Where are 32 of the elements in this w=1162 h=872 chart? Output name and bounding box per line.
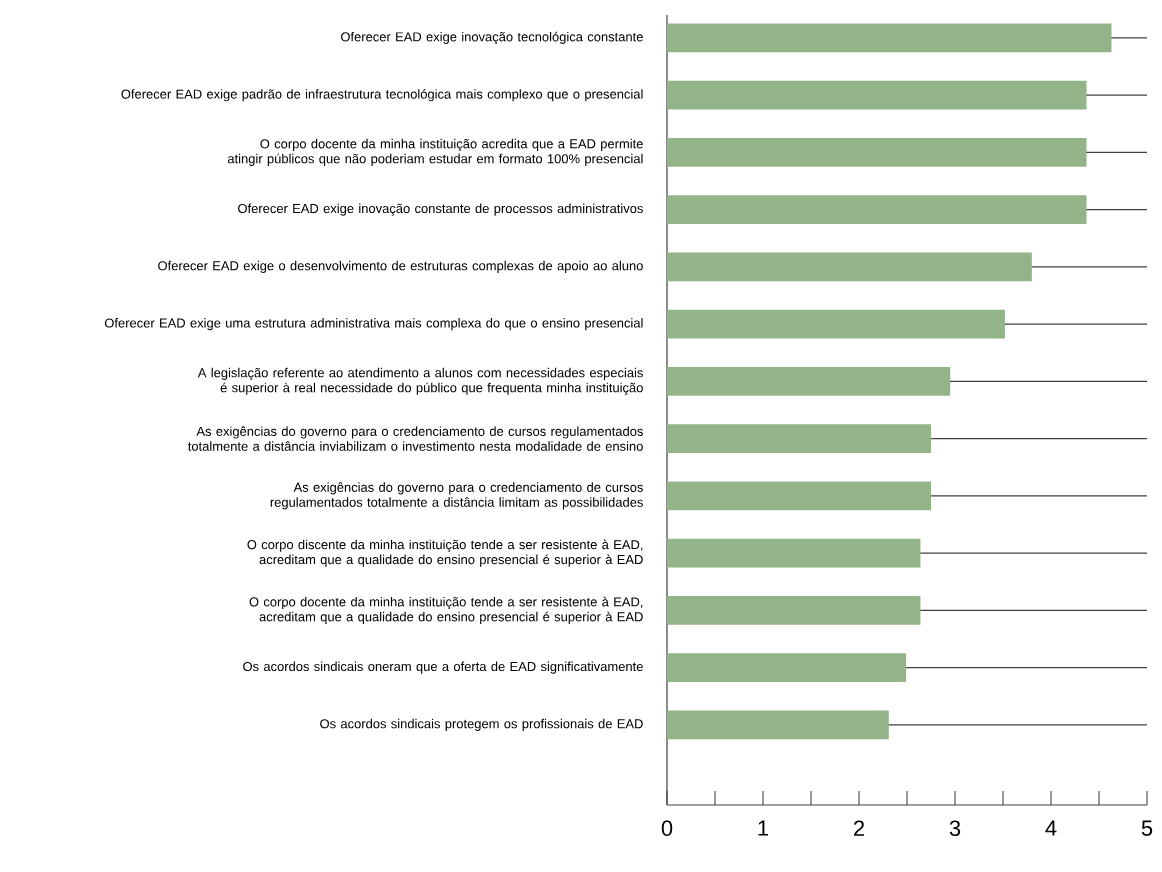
x-tick-label: 1: [758, 820, 769, 836]
y-tick-label: Oferecer EAD exige inovação constante de processos administrativos: [238, 203, 643, 216]
y-tick-label: As exigências do governo para o credenciamento de cursos regulamentados totalmente a distância inviabilizam o investimento nesta modalidade de ensino: [187, 426, 643, 451]
x-tick-label: 4: [1045, 820, 1057, 836]
bar: [667, 23, 1112, 53]
x-tick-label: 5: [1141, 820, 1153, 836]
bar: [667, 596, 921, 625]
y-tick-label: O corpo discente da minha instituição tende a ser resistente à EAD, acreditam que a qualidade do ensino presencial é superior à EAD: [247, 539, 643, 567]
bar: [667, 138, 1087, 167]
y-tick-label: A legislação referente ao atendimento a alunos com necessidades especiais é superior à real necessidade do público que frequenta minha instituição: [197, 367, 643, 395]
bar: [667, 80, 1087, 110]
y-tick-label: As exigências do governo para o credenciamento de cursos regulamentados totalmente a distância limitam as possibilidades: [270, 482, 643, 510]
bar: [667, 424, 931, 453]
y-tick-label: O corpo docente da minha instituição tende a ser resistente à EAD, acreditam que a qualidade do ensino presencial é superior à EAD: [249, 596, 643, 624]
bar: [667, 653, 907, 682]
y-tick-label: O corpo docente da minha instituição acredita que a EAD permite atingir públicos que não poderiam estudar em formato 100% presencial: [227, 138, 643, 166]
x-tick-label: 2: [854, 820, 864, 836]
bar: [667, 195, 1087, 224]
x-tick-label: 0: [661, 820, 673, 837]
bar: [667, 538, 921, 568]
bar: [667, 309, 1005, 339]
bar: [667, 481, 931, 511]
x-tick-label: 3: [949, 820, 961, 837]
y-tick-label: Os acordos sindicais oneram que a oferta de EAD significativamente: [243, 661, 643, 674]
y-tick-label: Oferecer EAD exige padrão de infraestrutura tecnológica mais complexo que o presencial: [121, 89, 643, 102]
y-tick-label: Os acordos sindicais protegem os profissionais de EAD: [320, 718, 643, 731]
bar: [667, 710, 889, 740]
y-tick-label: Oferecer EAD exige inovação tecnológica constante: [341, 31, 643, 45]
bar: [667, 252, 1032, 282]
y-tick-label: Oferecer EAD exige o desenvolvimento de estruturas complexas de apoio ao aluno: [158, 260, 643, 273]
y-tick-label: Oferecer EAD exige uma estrutura administrativa mais complexa do que o ensino presencial: [104, 318, 643, 331]
bar: [667, 367, 951, 396]
